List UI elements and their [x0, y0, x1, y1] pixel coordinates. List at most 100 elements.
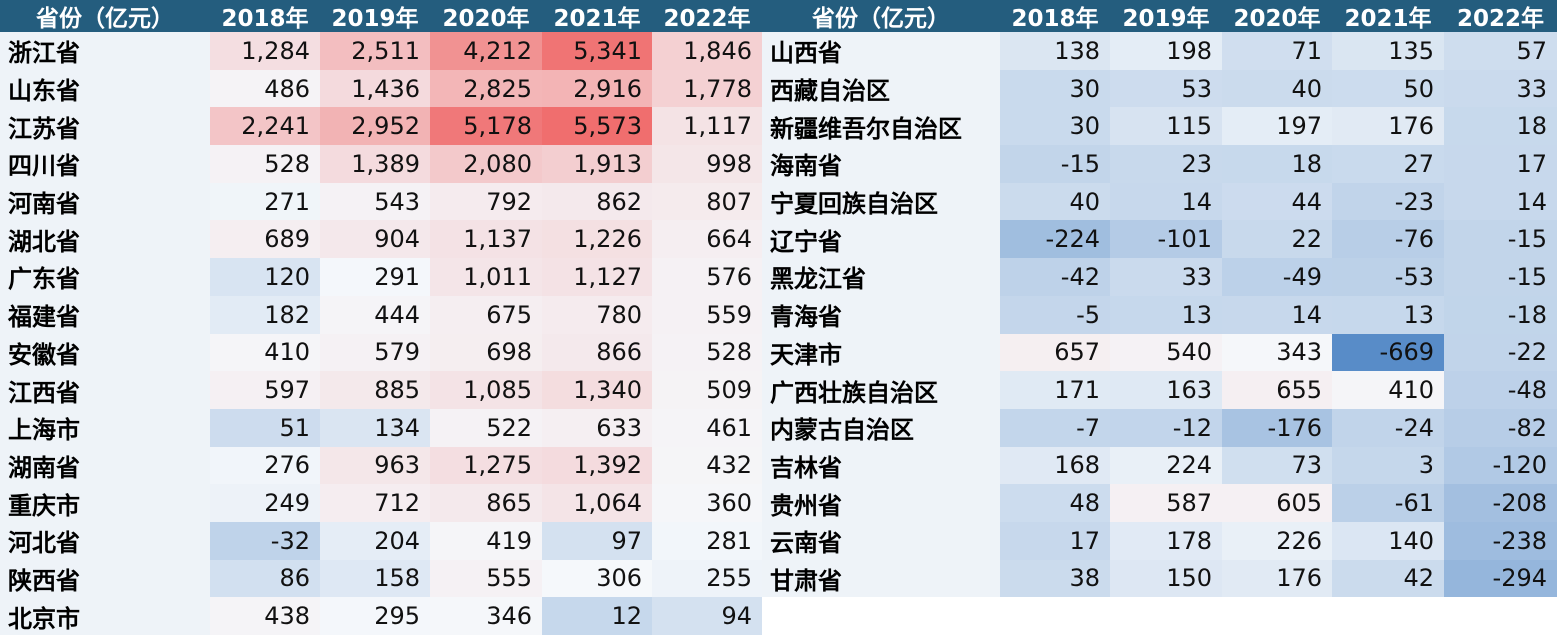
value-cell: 555: [430, 559, 542, 598]
value-cell: 1,117: [652, 107, 762, 146]
value-cell: 27: [1332, 145, 1444, 183]
value-cell: 540: [1110, 333, 1222, 372]
value-cell: 664: [652, 220, 762, 259]
value-cell: 3: [1332, 446, 1444, 485]
province-name: 江苏省: [0, 107, 210, 146]
province-name: 河南省: [0, 182, 210, 221]
value-cell: -15: [1000, 145, 1110, 183]
value-cell: 1,392: [542, 446, 652, 485]
value-cell: 1,085: [430, 371, 542, 409]
value-cell: 22: [1222, 220, 1332, 259]
value-cell: 559: [652, 295, 762, 334]
header-cell: 2018年: [1000, 0, 1110, 32]
header-cell: 2021年: [1332, 0, 1444, 32]
value-cell: 51: [210, 408, 320, 447]
value-cell: 13: [1332, 295, 1444, 334]
value-cell: -22: [1444, 333, 1557, 372]
header-cell: 2019年: [1110, 0, 1222, 32]
province-name: 湖南省: [0, 446, 210, 485]
value-cell: 865: [430, 484, 542, 522]
province-name: 天津市: [762, 333, 1000, 372]
value-cell: -5: [1000, 295, 1110, 334]
value-cell: 1,913: [542, 145, 652, 183]
header-cell: 2018年: [210, 0, 320, 32]
value-cell: 576: [652, 258, 762, 296]
value-cell: 182: [210, 295, 320, 334]
value-cell: -61: [1332, 484, 1444, 522]
value-cell: 444: [320, 295, 430, 334]
value-cell: 1,389: [320, 145, 430, 183]
value-cell: 5,341: [542, 32, 652, 70]
province-name: 河北省: [0, 521, 210, 560]
value-cell: 73: [1222, 446, 1332, 485]
value-cell: 291: [320, 258, 430, 296]
header-cell: 2020年: [430, 0, 542, 32]
value-cell: 158: [320, 559, 430, 598]
value-cell: 509: [652, 371, 762, 409]
value-cell: -101: [1110, 220, 1222, 259]
value-cell: 12: [542, 597, 652, 635]
value-cell: 2,952: [320, 107, 430, 146]
province-name: 青海省: [762, 295, 1000, 334]
province-name: 贵州省: [762, 484, 1000, 522]
value-cell: -24: [1332, 408, 1444, 447]
value-cell: 281: [652, 521, 762, 560]
value-cell: -12: [1110, 408, 1222, 447]
value-cell: 633: [542, 408, 652, 447]
value-cell: 42: [1332, 559, 1444, 598]
value-cell: 410: [1332, 371, 1444, 409]
value-cell: 438: [210, 597, 320, 635]
value-cell: 249: [210, 484, 320, 522]
value-cell: 807: [652, 182, 762, 221]
value-cell: 57: [1444, 32, 1557, 70]
value-cell: 138: [1000, 32, 1110, 70]
value-cell: 168: [1000, 446, 1110, 485]
value-cell: 1,846: [652, 32, 762, 70]
value-cell: 1,436: [320, 69, 430, 108]
province-name: 陕西省: [0, 559, 210, 598]
value-cell: 1,778: [652, 69, 762, 108]
province-name: 广东省: [0, 258, 210, 296]
value-cell: 255: [652, 559, 762, 598]
value-cell: -208: [1444, 484, 1557, 522]
value-cell: -49: [1222, 258, 1332, 296]
province-name: 北京市: [0, 597, 210, 635]
value-cell: 605: [1222, 484, 1332, 522]
value-cell: 44: [1222, 182, 1332, 221]
value-cell: 33: [1444, 69, 1557, 108]
value-cell: 48: [1000, 484, 1110, 522]
value-cell: 306: [542, 559, 652, 598]
value-cell: -176: [1222, 408, 1332, 447]
value-cell: -238: [1444, 521, 1557, 560]
value-cell: 689: [210, 220, 320, 259]
value-cell: 675: [430, 295, 542, 334]
value-cell: 1,340: [542, 371, 652, 409]
value-cell: 197: [1222, 107, 1332, 146]
value-cell: 40: [1000, 182, 1110, 221]
value-cell: 862: [542, 182, 652, 221]
value-cell: 528: [652, 333, 762, 372]
value-cell: 171: [1000, 371, 1110, 409]
province-name: 浙江省: [0, 32, 210, 70]
value-cell: 528: [210, 145, 320, 183]
value-cell: 18: [1444, 107, 1557, 146]
province-name: 内蒙古自治区: [762, 408, 1000, 447]
value-cell: 346: [430, 597, 542, 635]
province-name: 广西壮族自治区: [762, 371, 1000, 409]
value-cell: 698: [430, 333, 542, 372]
value-cell: 14: [1444, 182, 1557, 221]
value-cell: 2,511: [320, 32, 430, 70]
value-cell: 780: [542, 295, 652, 334]
value-cell: 343: [1222, 333, 1332, 372]
value-cell: 2,241: [210, 107, 320, 146]
value-cell: 461: [652, 408, 762, 447]
value-cell: -15: [1444, 220, 1557, 259]
value-cell: 176: [1332, 107, 1444, 146]
value-cell: 150: [1110, 559, 1222, 598]
header-cell: 2020年: [1222, 0, 1332, 32]
value-cell: 224: [1110, 446, 1222, 485]
value-cell: 18: [1222, 145, 1332, 183]
header-cell: 2022年: [1444, 0, 1557, 32]
value-cell: 998: [652, 145, 762, 183]
value-cell: 597: [210, 371, 320, 409]
